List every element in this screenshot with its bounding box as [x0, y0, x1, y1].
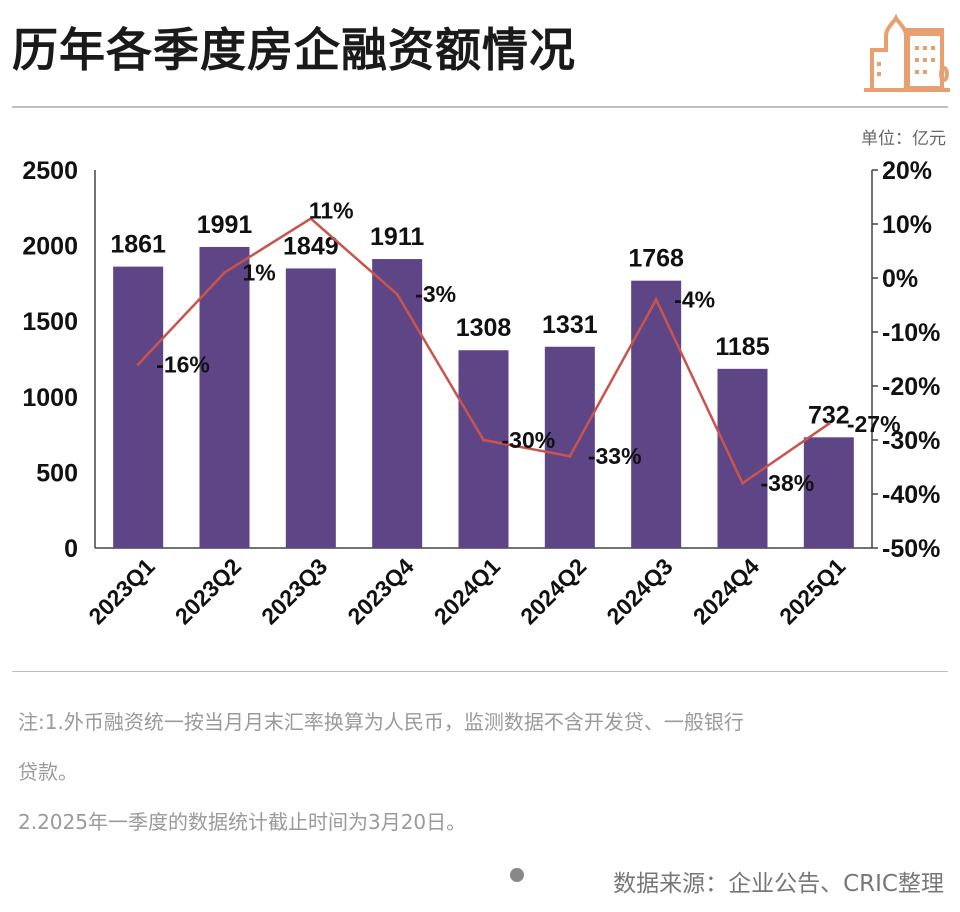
bar-value-label: 1911 — [370, 223, 424, 251]
bar-2024Q4 — [717, 368, 768, 548]
note-line-2: 贷款。 — [18, 760, 78, 784]
growth-value-label: -33% — [588, 443, 642, 469]
left-tick-label: 0 — [64, 535, 78, 563]
bar-2023Q1 — [113, 266, 164, 548]
footer-divider — [12, 671, 948, 672]
growth-value-label: -30% — [502, 427, 556, 453]
x-tick-label: 2024Q2 — [515, 553, 591, 629]
x-tick-label: 2023Q4 — [342, 553, 418, 629]
bar-value-label: 1768 — [628, 245, 684, 273]
x-tick-label: 2024Q1 — [429, 553, 505, 629]
bar-2025Q1 — [803, 437, 854, 548]
growth-value-label: -38% — [761, 470, 815, 496]
bar-value-label: 1991 — [197, 211, 253, 239]
growth-point — [223, 271, 226, 275]
growth-point — [827, 422, 831, 426]
x-tick-label: 2024Q3 — [601, 553, 677, 629]
source-label: 数据来源：企业公告、CRIC整理 — [613, 871, 944, 897]
unit-label: 单位：亿元 — [861, 129, 946, 149]
header-divider — [12, 106, 948, 108]
x-tick-label: 2023Q3 — [256, 553, 332, 629]
building-logo-icon — [864, 13, 950, 92]
right-tick-label: 10% — [882, 211, 932, 239]
right-tick-label: -40% — [882, 481, 940, 509]
growth-value-label: 1% — [243, 260, 276, 286]
growth-value-label: 11% — [309, 198, 354, 224]
right-tick-label: 20% — [882, 157, 932, 185]
x-tick-label: 2024Q4 — [688, 553, 764, 629]
left-tick-label: 1500 — [22, 308, 78, 336]
x-tick-label: 2025Q1 — [774, 553, 850, 629]
left-tick-label: 500 — [36, 459, 78, 487]
bar-value-label: 1308 — [456, 314, 512, 342]
growth-value-label: -3% — [415, 281, 456, 307]
left-tick-label: 1000 — [22, 384, 78, 412]
growth-value-label: -16% — [156, 351, 210, 377]
growth-point — [395, 292, 399, 296]
bar-value-label: 1331 — [542, 311, 598, 339]
right-tick-label: -50% — [882, 535, 940, 563]
bar-2024Q2 — [544, 346, 595, 548]
right-tick-label: -30% — [882, 427, 940, 455]
bar-2023Q3 — [285, 268, 336, 548]
x-tick-label: 2023Q2 — [170, 553, 246, 629]
growth-point — [741, 481, 744, 485]
bar-value-label: 1861 — [110, 231, 166, 259]
bar-2024Q1 — [458, 350, 509, 548]
chart-title: 历年各季度房企融资额情况 — [12, 23, 576, 77]
growth-point — [568, 454, 572, 458]
bullet-dot-icon — [510, 868, 524, 882]
note-line-1: 注:1.外币融资统一按当月月末汇率换算为人民币，监测数据不含开发贷、一般银行 — [18, 710, 744, 734]
bar-value-label: 1185 — [715, 333, 769, 361]
right-tick-label: -10% — [882, 319, 940, 347]
growth-value-label: -27% — [847, 411, 901, 437]
growth-value-label: -4% — [674, 287, 715, 313]
growth-point — [136, 362, 140, 366]
x-tick-label: 2023Q1 — [83, 553, 159, 629]
bar-2024Q3 — [631, 280, 682, 548]
right-tick-label: -20% — [882, 373, 940, 401]
bar-2023Q4 — [372, 259, 423, 548]
bar-2023Q2 — [199, 246, 250, 548]
left-tick-label: 2000 — [22, 233, 78, 261]
growth-point — [482, 438, 485, 442]
note-line-3: 2.2025年一季度的数据统计截止时间为3月20日。 — [18, 810, 467, 834]
bar-value-label: 1849 — [283, 232, 339, 260]
left-tick-label: 2500 — [22, 157, 78, 185]
growth-point — [654, 298, 658, 302]
right-tick-label: 0% — [882, 265, 918, 293]
growth-point — [309, 217, 313, 221]
chart: 0 500 1000 1500 2000 2500 -50% -40% -30% -20% -10%… — [22, 157, 940, 629]
